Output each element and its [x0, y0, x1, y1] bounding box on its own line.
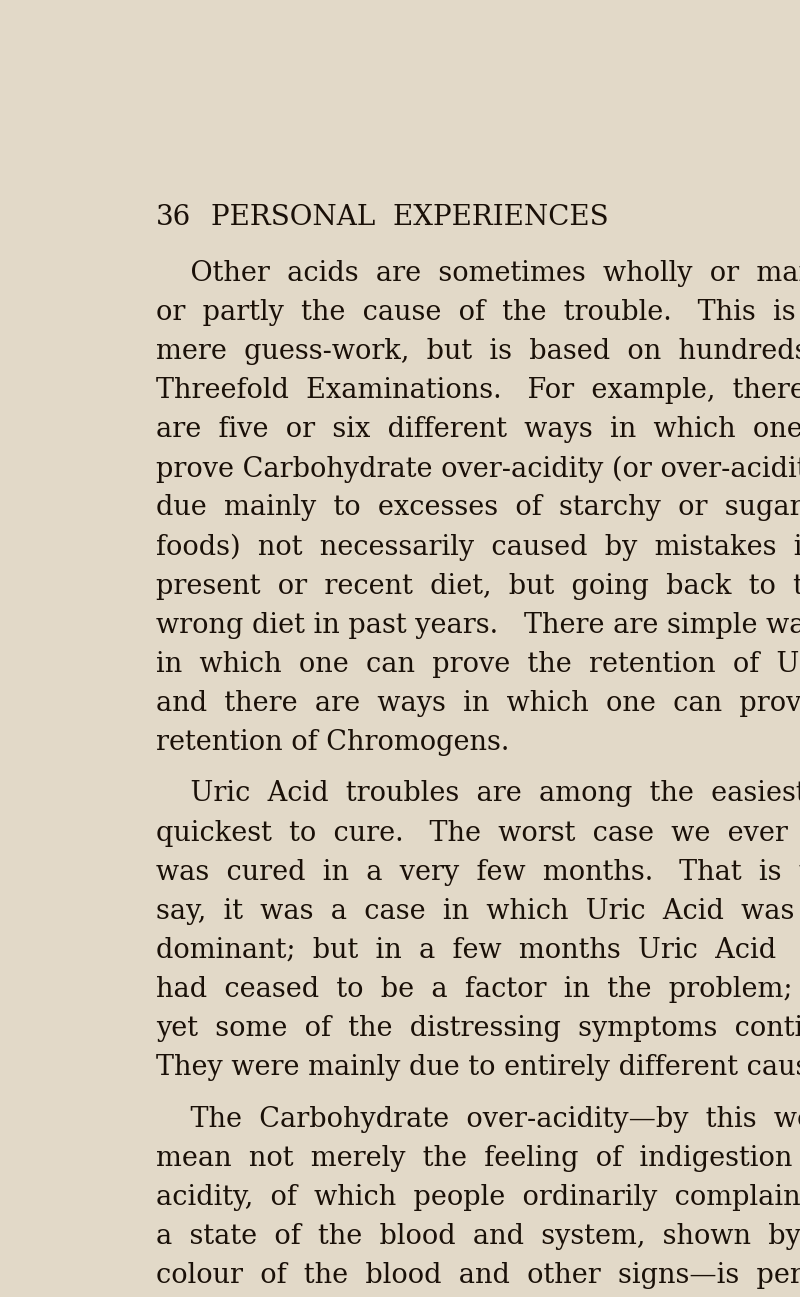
Text: They were mainly due to entirely different causes.: They were mainly due to entirely differe…: [156, 1054, 800, 1082]
Text: acidity,  of  which  people  ordinarily  complain,  but: acidity, of which people ordinarily comp…: [156, 1184, 800, 1211]
Text: mere  guess-work,  but  is  based  on  hundreds  of: mere guess-work, but is based on hundred…: [156, 337, 800, 364]
Text: due  mainly  to  excesses  of  starchy  or  sugary: due mainly to excesses of starchy or sug…: [156, 494, 800, 521]
Text: Uric  Acid  troubles  are  among  the  easiest  and: Uric Acid troubles are among the easiest…: [156, 781, 800, 808]
Text: foods)  not  necessarily  caused  by  mistakes  in  the: foods) not necessarily caused by mistake…: [156, 533, 800, 560]
Text: a  state  of  the  blood  and  system,  shown  by  the: a state of the blood and system, shown b…: [156, 1223, 800, 1250]
Text: mean  not  merely  the  feeling  of  indigestion  and: mean not merely the feeling of indigesti…: [156, 1145, 800, 1171]
Text: say,  it  was  a  case  in  which  Uric  Acid  was  pre-: say, it was a case in which Uric Acid wa…: [156, 898, 800, 925]
Text: quickest  to  cure.   The  worst  case  we  ever  had: quickest to cure. The worst case we ever…: [156, 820, 800, 847]
Text: 36: 36: [156, 204, 191, 231]
Text: was  cured  in  a  very  few  months.   That  is  to: was cured in a very few months. That is …: [156, 859, 800, 886]
Text: retention of Chromogens.: retention of Chromogens.: [156, 729, 509, 756]
Text: had  ceased  to  be  a  factor  in  the  problem;   and: had ceased to be a factor in the problem…: [156, 977, 800, 1003]
Text: Threefold  Examinations.   For  example,  there: Threefold Examinations. For example, the…: [156, 377, 800, 403]
Text: yet  some  of  the  distressing  symptoms  continued.: yet some of the distressing symptoms con…: [156, 1016, 800, 1043]
Text: and  there  are  ways  in  which  one  can  prove  the: and there are ways in which one can prov…: [156, 690, 800, 717]
Text: PERSONAL  EXPERIENCES: PERSONAL EXPERIENCES: [211, 204, 609, 231]
Text: dominant;  but  in  a  few  months  Uric  Acid: dominant; but in a few months Uric Acid: [156, 936, 776, 964]
Text: or  partly  the  cause  of  the  trouble.   This  is  not: or partly the cause of the trouble. This…: [156, 298, 800, 326]
Text: wrong diet in past years.   There are simple ways: wrong diet in past years. There are simp…: [156, 612, 800, 639]
Text: The  Carbohydrate  over-acidity—by  this  we: The Carbohydrate over-acidity—by this we: [156, 1105, 800, 1132]
Text: Other  acids  are  sometimes  wholly  or  mainly: Other acids are sometimes wholly or main…: [156, 259, 800, 287]
Text: prove Carbohydrate over-acidity (or over-acidity: prove Carbohydrate over-acidity (or over…: [156, 455, 800, 482]
Text: colour  of  the  blood  and  other  signs—is  perhaps: colour of the blood and other signs—is p…: [156, 1262, 800, 1289]
Text: present  or  recent  diet,  but  going  back  to  the: present or recent diet, but going back t…: [156, 573, 800, 599]
Text: are  five  or  six  different  ways  in  which  one  can: are five or six different ways in which …: [156, 416, 800, 444]
Text: in  which  one  can  prove  the  retention  of  Urea,: in which one can prove the retention of …: [156, 651, 800, 678]
